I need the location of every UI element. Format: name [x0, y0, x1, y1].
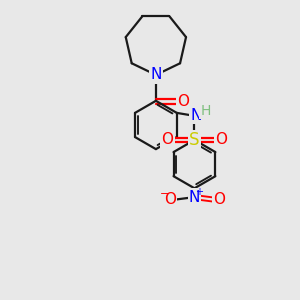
Text: S: S [189, 131, 200, 149]
Text: −: − [160, 189, 170, 199]
Text: O: O [161, 133, 173, 148]
Text: N: N [150, 68, 162, 82]
Text: H: H [200, 103, 211, 118]
Text: +: + [195, 187, 203, 197]
Text: O: O [164, 192, 176, 207]
Text: N: N [189, 190, 200, 205]
Text: O: O [216, 133, 228, 148]
Text: N: N [190, 108, 202, 123]
Text: O: O [213, 192, 225, 207]
Text: O: O [178, 94, 190, 109]
